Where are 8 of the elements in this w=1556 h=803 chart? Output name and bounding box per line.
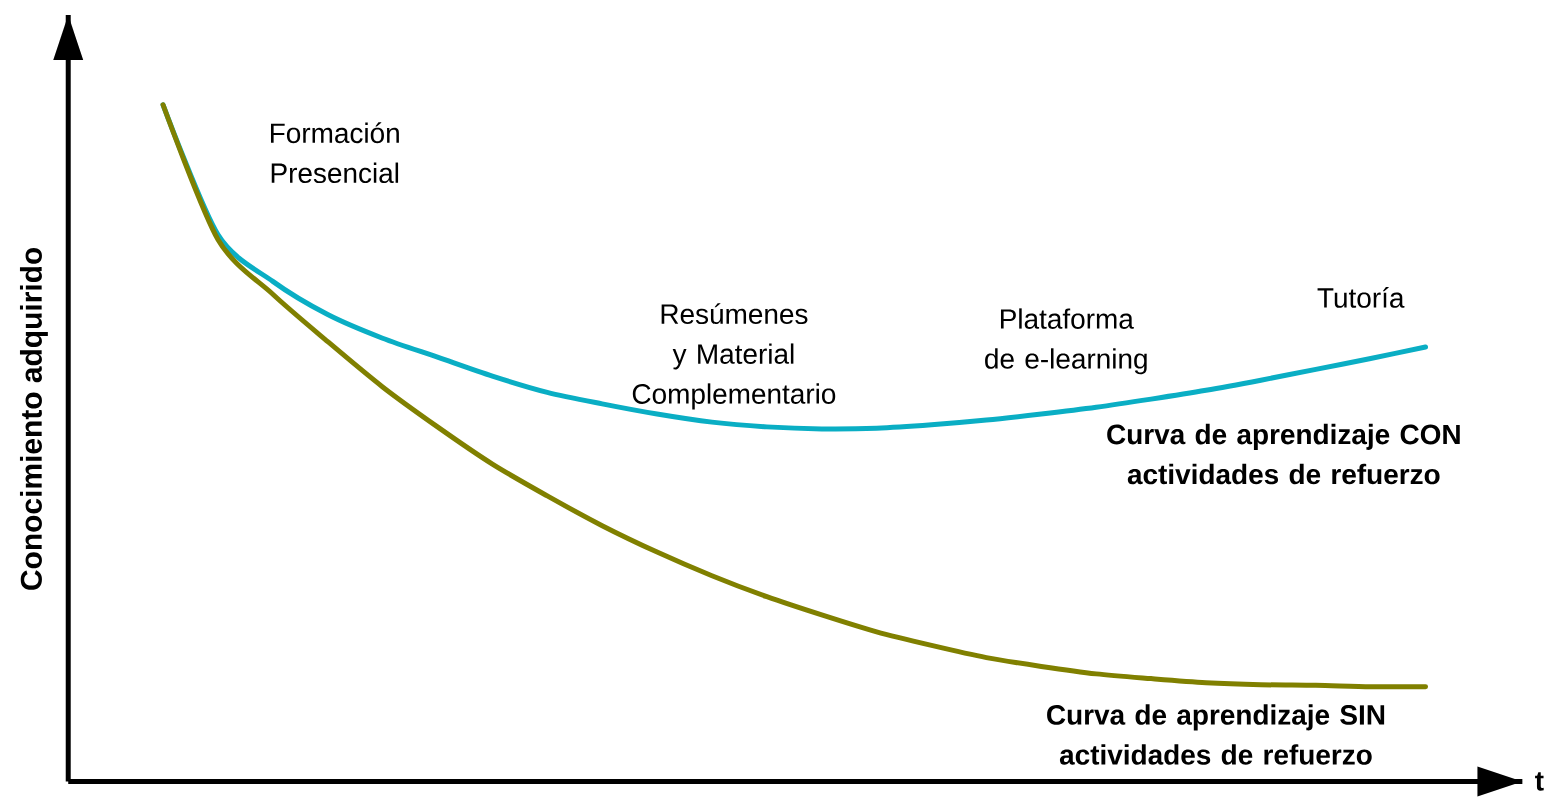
annotation: Resúmenes y Material Complementario [632, 303, 836, 410]
annotation: Plataforma de e-learning [985, 308, 1147, 375]
series-label: Curva de aprendizaje CON actividades de refuerzo [1107, 424, 1460, 485]
y-axis-title: Conocimiento adquirido [19, 248, 48, 590]
annotation: Formación Presencial [270, 122, 399, 184]
x-axis-title: t [1535, 772, 1544, 791]
annotation: Tutoría [1317, 287, 1405, 309]
series-label: Curva de aprendizaje SIN actividades de refuerzo [1047, 704, 1385, 765]
